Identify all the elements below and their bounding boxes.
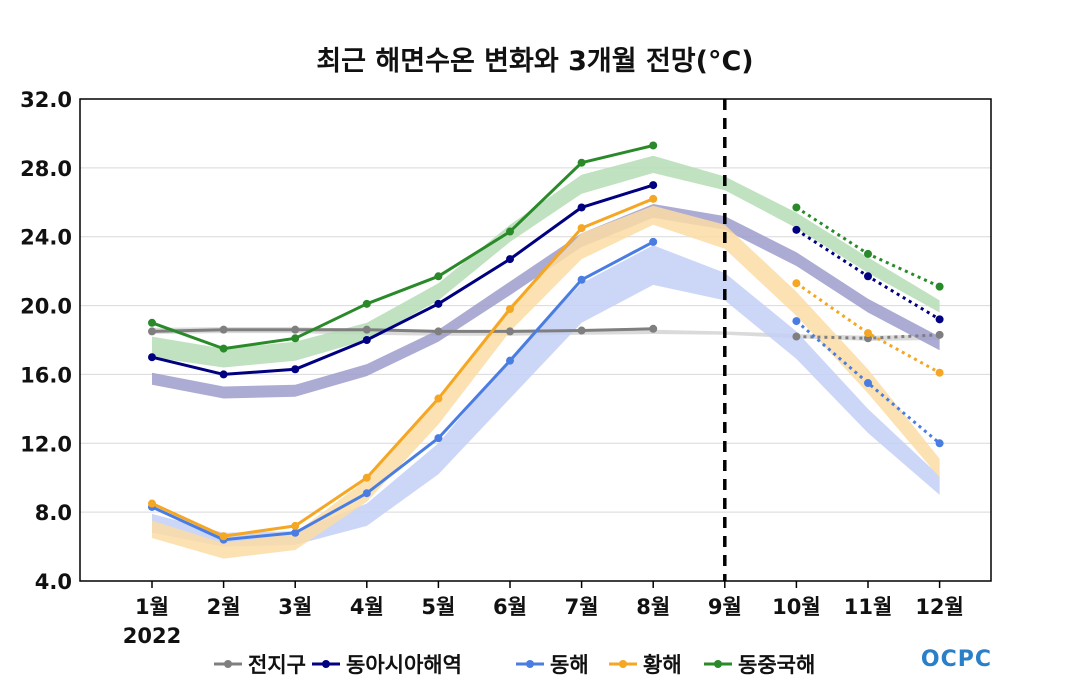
x-tick-label: 6월 — [493, 595, 527, 619]
forecast-point — [935, 439, 944, 448]
plot-frame — [79, 98, 992, 582]
observed-point — [219, 344, 228, 353]
legend: 전지구 동아시아해역 동해 황해 동중국해 — [214, 653, 815, 677]
observed-point — [434, 434, 443, 443]
observed-line-4 — [151, 144, 654, 351]
observed-point — [434, 299, 443, 308]
y-tick-label: 28.0 — [20, 157, 72, 181]
legend-marker — [714, 660, 722, 668]
observed-point — [577, 224, 586, 233]
normal-band-3 — [152, 205, 940, 559]
x-tick-label: 7월 — [565, 595, 599, 619]
observed-point — [577, 275, 586, 284]
forecast-point — [935, 315, 944, 324]
legend-label: 동해 — [550, 653, 589, 677]
observed-line-1 — [151, 183, 654, 376]
observed-point — [219, 370, 228, 379]
observed-point — [291, 365, 300, 374]
legend-marker — [619, 660, 627, 668]
x-tick-label: 3월 — [278, 595, 312, 619]
x-tick-label: 11월 — [844, 595, 893, 619]
observed-line-2 — [151, 240, 654, 542]
observed-point — [148, 327, 156, 336]
observed-point — [506, 356, 514, 365]
observed-point — [219, 532, 228, 541]
observed-point — [362, 336, 371, 344]
observed-point — [577, 203, 586, 212]
legend-label: 전지구 — [248, 653, 306, 677]
legend-label: 동중국해 — [738, 653, 815, 677]
observed-point — [219, 325, 228, 334]
observed-point — [291, 334, 300, 343]
y-tick-label: 16.0 — [20, 363, 72, 387]
observed-point — [577, 158, 586, 167]
plot-area: 4.0 8.0 12.0 16.0 20.0 24.0 28.0 32.0 1월 2월 3월 4월 5월… — [20, 88, 992, 619]
chart-title: 최근 해면수온 변화와 3개월 전망(°C) — [316, 46, 753, 77]
y-tick-label: 8.0 — [35, 501, 72, 525]
observed-point — [506, 305, 514, 314]
forecast-point — [864, 379, 872, 388]
observed-point — [649, 181, 658, 190]
forecast-point — [864, 329, 872, 338]
forecast-point — [792, 332, 801, 341]
observed-point — [577, 326, 586, 335]
forecast-point — [792, 317, 801, 326]
forecast-point — [792, 279, 801, 288]
x-tick-label: 12월 — [915, 595, 964, 619]
y-tick-label: 20.0 — [20, 295, 72, 319]
forecast-point — [935, 282, 944, 291]
y-tick-label: 32.0 — [20, 88, 72, 112]
y-tick-label: 24.0 — [20, 226, 72, 250]
forecast-point — [864, 249, 872, 258]
forecast-line-3 — [795, 281, 941, 375]
observed-point — [506, 227, 514, 236]
observed-point — [434, 394, 443, 403]
forecast-point — [792, 225, 801, 234]
observed-point — [362, 325, 371, 334]
observed-point — [506, 327, 514, 336]
x-tick-label: 1월 — [135, 595, 169, 619]
y-tick-label: 4.0 — [35, 570, 72, 594]
legend-marker — [526, 660, 534, 668]
legend-marker — [224, 660, 232, 668]
observed-point — [362, 473, 371, 482]
x-year-label: 2022 — [123, 624, 181, 648]
observed-point — [649, 237, 658, 246]
observed-point — [291, 521, 300, 530]
x-tick-label: 4월 — [350, 595, 384, 619]
observed-point — [434, 327, 443, 336]
observed-point — [148, 353, 156, 362]
x-tick-label: 2월 — [207, 595, 241, 619]
legend-label: 황해 — [643, 653, 682, 677]
forecast-point — [864, 272, 872, 281]
observed-point — [362, 299, 371, 308]
y-tick-label: 12.0 — [20, 432, 72, 456]
observed-point — [649, 324, 658, 333]
observed-point — [291, 325, 300, 334]
legend-label: 동아시아해역 — [346, 653, 462, 677]
ocpc-logo: OCPC — [921, 647, 992, 672]
forecast-point — [792, 203, 801, 212]
legend-marker — [322, 660, 330, 668]
observed-point — [291, 528, 300, 537]
forecast-point — [935, 368, 944, 377]
forecast-point — [935, 330, 944, 339]
observed-point — [434, 272, 443, 281]
observed-line-3 — [151, 197, 654, 538]
x-tick-label: 5월 — [421, 595, 455, 619]
x-tick-label: 8월 — [636, 595, 670, 619]
observed-point — [506, 255, 514, 264]
observed-point — [148, 318, 156, 327]
observed-line-0 — [151, 327, 654, 333]
observed-point — [649, 194, 658, 203]
observed-point — [362, 489, 371, 498]
x-tick-label: 10월 — [772, 595, 821, 619]
x-tick-label: 9월 — [708, 595, 742, 619]
observed-point — [649, 141, 658, 150]
observed-point — [148, 499, 156, 508]
